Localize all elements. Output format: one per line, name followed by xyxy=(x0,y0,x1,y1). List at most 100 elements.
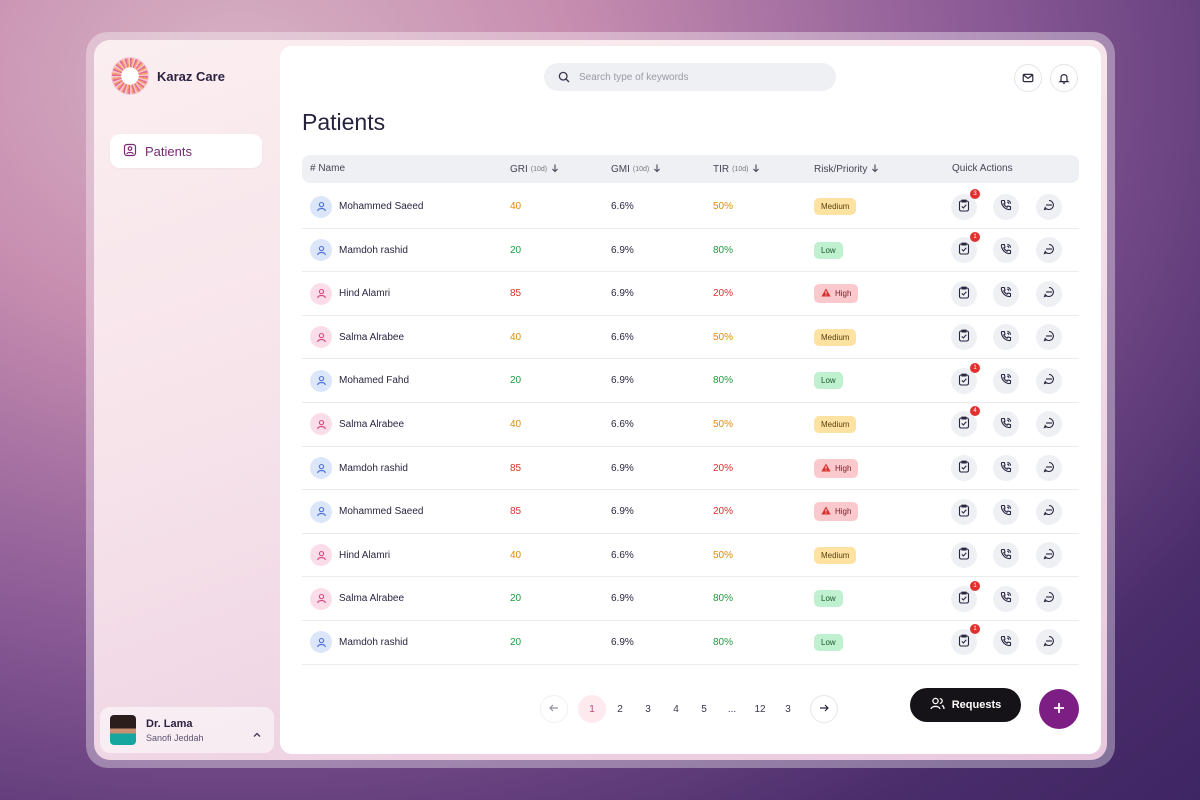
column-header-tir[interactable]: TIR (10d) xyxy=(713,163,761,176)
user-profile-card[interactable]: Dr. Lama Sanofi Jeddah xyxy=(100,707,274,753)
patient-name-cell[interactable]: Mamdoh rashid xyxy=(310,621,408,664)
search-input[interactable] xyxy=(579,71,819,83)
patient-name-cell[interactable]: Mohammed Saeed xyxy=(310,490,424,533)
risk-cell: Low xyxy=(814,359,843,402)
chat-button[interactable] xyxy=(1036,455,1062,482)
chat-bubble-icon xyxy=(1043,199,1055,214)
tir-value: 80% xyxy=(713,375,734,387)
call-button[interactable] xyxy=(993,367,1019,394)
brand[interactable]: Karaz Care xyxy=(112,58,225,94)
table-row[interactable]: Salma Alrabee 40 6.6% 50% Medium xyxy=(302,316,1079,360)
table-row[interactable]: Mamdoh rashid 85 6.9% 20% High xyxy=(302,447,1079,491)
chat-button[interactable] xyxy=(1036,498,1062,525)
sort-arrow-icon xyxy=(550,163,560,176)
person-icon xyxy=(310,413,332,436)
call-cell xyxy=(993,272,1019,315)
tasks-button[interactable]: 1 xyxy=(951,362,980,394)
tasks-button[interactable] xyxy=(951,324,977,351)
tasks-button[interactable] xyxy=(951,542,977,569)
patient-name-cell[interactable]: Mohammed Saeed xyxy=(310,185,424,228)
page-button[interactable]: 5 xyxy=(701,703,707,715)
table-row[interactable]: Hind Alamri 40 6.6% 50% Medium xyxy=(302,534,1079,578)
requests-button[interactable]: Requests xyxy=(910,688,1021,722)
call-button[interactable] xyxy=(993,411,1019,438)
column-header-risk[interactable]: Risk/Priority xyxy=(814,163,880,176)
chat-bubble-icon xyxy=(1043,373,1055,388)
chat-bubble-icon xyxy=(1043,243,1055,258)
page-button[interactable]: 3 xyxy=(645,703,651,715)
page-button[interactable]: 2 xyxy=(617,703,623,715)
call-button[interactable] xyxy=(993,542,1019,569)
chat-button[interactable] xyxy=(1036,629,1062,656)
chat-button[interactable] xyxy=(1036,367,1062,394)
page-button[interactable]: 3 xyxy=(785,703,791,715)
phone-icon xyxy=(1000,373,1012,388)
column-header-gmi[interactable]: GMI (10d) xyxy=(611,163,662,176)
patient-name-cell[interactable]: Mohamed Fahd xyxy=(310,359,409,402)
table-row[interactable]: Mohammed Saeed 85 6.9% 20% High xyxy=(302,490,1079,534)
risk-cell: Medium xyxy=(814,534,857,577)
tasks-button[interactable]: 4 xyxy=(951,406,980,438)
add-patient-button[interactable] xyxy=(1039,689,1079,729)
table-row[interactable]: Salma Alrabee 40 6.6% 50% Medium 4 xyxy=(302,403,1079,447)
call-button[interactable] xyxy=(993,280,1019,307)
tasks-button[interactable]: 1 xyxy=(951,580,980,612)
risk-cell: Low xyxy=(814,577,843,620)
call-button[interactable] xyxy=(993,324,1019,351)
risk-label: Medium xyxy=(821,202,850,211)
table-row[interactable]: Hind Alamri 85 6.9% 20% High xyxy=(302,272,1079,316)
gri-value: 40 xyxy=(510,331,522,343)
risk-label: Medium xyxy=(821,332,850,342)
table-row[interactable]: Mohamed Fahd 20 6.9% 80% Low 1 xyxy=(302,359,1079,403)
notifications-button[interactable] xyxy=(1050,64,1078,92)
chat-button[interactable] xyxy=(1036,324,1062,351)
tasks-button[interactable] xyxy=(951,280,977,307)
patient-name-cell[interactable]: Salma Alrabee xyxy=(310,316,404,359)
risk-cell: High xyxy=(814,447,859,490)
task-count-badge: 1 xyxy=(970,624,980,635)
tasks-button[interactable] xyxy=(951,498,977,525)
column-header-name[interactable]: # Name xyxy=(310,163,346,174)
page-button[interactable]: 12 xyxy=(754,703,766,715)
call-button[interactable] xyxy=(993,585,1019,612)
patient-name-cell[interactable]: Hind Alamri xyxy=(310,534,390,577)
messages-button[interactable] xyxy=(1014,64,1042,92)
chat-button[interactable] xyxy=(1036,280,1062,307)
patient-name-cell[interactable]: Hind Alamri xyxy=(310,272,390,315)
search-bar[interactable] xyxy=(544,63,836,91)
table-row[interactable]: Mohammed Saeed 40 6.6% 50% Medium 3 xyxy=(302,185,1079,229)
call-cell xyxy=(993,621,1019,664)
chevron-up-icon[interactable] xyxy=(252,725,262,744)
column-header-gri[interactable]: GRI (10d) xyxy=(510,163,560,176)
sidebar-item-patients[interactable]: Patients xyxy=(110,134,262,168)
page-button[interactable]: 1 xyxy=(578,695,606,723)
call-button[interactable] xyxy=(993,193,1019,220)
table-row[interactable]: Salma Alrabee 20 6.9% 80% Low 1 xyxy=(302,577,1079,621)
patient-name-cell[interactable]: Mamdoh rashid xyxy=(310,229,408,272)
previous-page-button[interactable] xyxy=(540,695,568,723)
risk-cell: Medium xyxy=(814,316,857,359)
patient-name-cell[interactable]: Salma Alrabee xyxy=(310,403,404,446)
call-button[interactable] xyxy=(993,237,1019,264)
chat-button[interactable] xyxy=(1036,193,1062,220)
call-button[interactable] xyxy=(993,629,1019,656)
patient-name-cell[interactable]: Salma Alrabee xyxy=(310,577,404,620)
chat-button[interactable] xyxy=(1036,237,1062,264)
call-button[interactable] xyxy=(993,455,1019,482)
tasks-button[interactable] xyxy=(951,455,977,482)
tasks-button[interactable]: 1 xyxy=(951,624,980,656)
table-row[interactable]: Mamdoh rashid 20 6.9% 80% Low 1 xyxy=(302,621,1079,665)
chat-button[interactable] xyxy=(1036,411,1062,438)
call-button[interactable] xyxy=(993,498,1019,525)
chat-button[interactable] xyxy=(1036,585,1062,612)
risk-badge: Low xyxy=(814,590,843,608)
tasks-button[interactable]: 3 xyxy=(951,188,980,220)
call-cell xyxy=(993,403,1019,446)
next-page-button[interactable] xyxy=(810,695,838,723)
phone-icon xyxy=(1000,504,1012,519)
table-row[interactable]: Mamdoh rashid 20 6.9% 80% Low 1 xyxy=(302,229,1079,273)
page-button[interactable]: 4 xyxy=(673,703,679,715)
patient-name-cell[interactable]: Mamdoh rashid xyxy=(310,447,408,490)
tasks-button[interactable]: 1 xyxy=(951,232,980,264)
chat-button[interactable] xyxy=(1036,542,1062,569)
